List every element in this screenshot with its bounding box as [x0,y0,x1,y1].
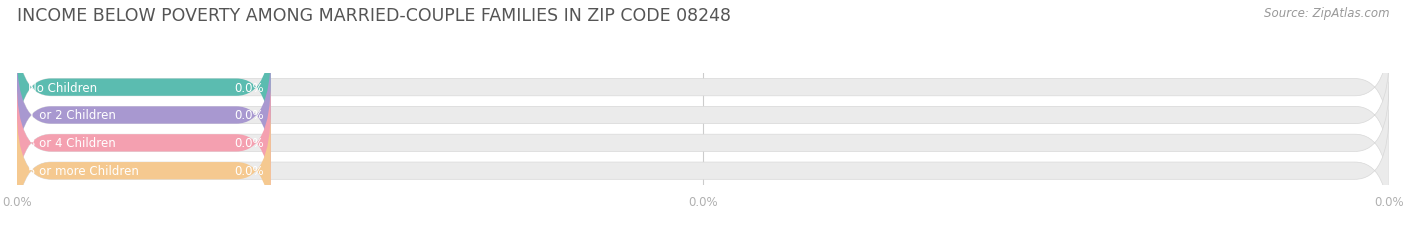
Text: INCOME BELOW POVERTY AMONG MARRIED-COUPLE FAMILIES IN ZIP CODE 08248: INCOME BELOW POVERTY AMONG MARRIED-COUPL… [17,7,731,25]
FancyBboxPatch shape [17,82,1389,204]
FancyBboxPatch shape [17,110,1389,231]
FancyBboxPatch shape [17,27,271,149]
Text: 0.0%: 0.0% [235,109,264,122]
FancyBboxPatch shape [17,55,1389,176]
Text: 0.0%: 0.0% [235,164,264,177]
Text: Source: ZipAtlas.com: Source: ZipAtlas.com [1264,7,1389,20]
Text: No Children: No Children [28,81,97,94]
Text: 0.0%: 0.0% [235,137,264,150]
FancyBboxPatch shape [17,82,271,204]
FancyBboxPatch shape [17,55,271,176]
FancyBboxPatch shape [17,27,1389,149]
Text: 5 or more Children: 5 or more Children [28,164,139,177]
Text: 0.0%: 0.0% [235,81,264,94]
Text: 3 or 4 Children: 3 or 4 Children [28,137,115,150]
Text: 1 or 2 Children: 1 or 2 Children [28,109,115,122]
FancyBboxPatch shape [17,110,271,231]
